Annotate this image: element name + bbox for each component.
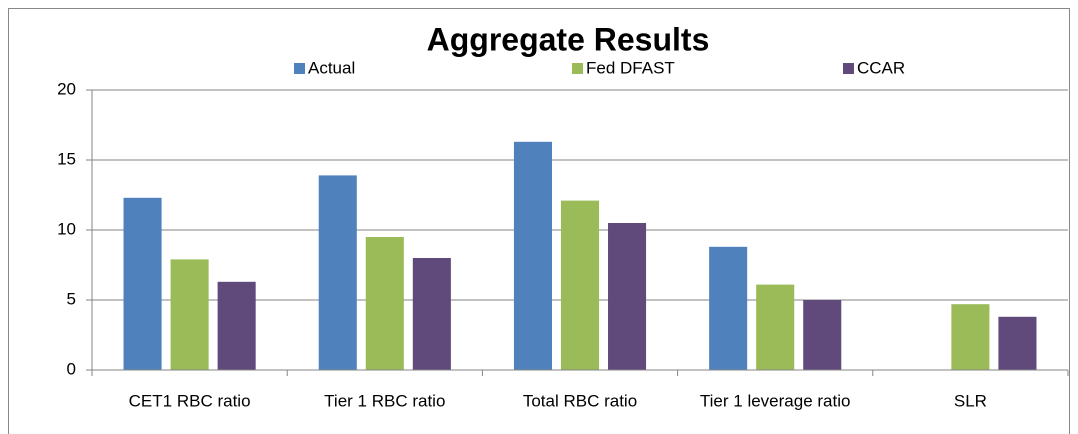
bar [951,304,990,370]
bar [803,300,842,370]
chart-title: Aggregate Results [427,21,710,57]
bar [709,246,748,370]
x-tick-label: CET1 RBC ratio [129,391,251,410]
bar [412,258,451,370]
bar [318,175,357,370]
x-tick-label: Tier 1 RBC ratio [324,391,445,410]
legend-label: Fed DFAST [586,58,675,77]
y-tick-label: 0 [67,359,76,378]
bar [123,197,162,370]
bar [217,281,256,370]
x-tick-label: Tier 1 leverage ratio [700,391,851,410]
y-tick-label: 10 [57,219,76,238]
bar [365,237,404,370]
bar [756,284,795,370]
x-tick-label: SLR [954,391,987,410]
y-tick-label: 20 [57,79,76,98]
y-tick-label: 15 [57,149,76,168]
legend-label: CCAR [857,58,905,77]
legend-swatch [572,63,583,74]
legend-label: Actual [308,58,355,77]
bar [170,259,209,370]
bar [560,200,600,370]
bar [513,141,552,370]
legend-swatch [843,63,854,74]
y-tick-label: 5 [67,289,76,308]
chart-border [8,8,1070,434]
bar [608,223,647,370]
bar [998,316,1037,370]
x-tick-label: Total RBC ratio [523,391,637,410]
legend-swatch [294,63,305,74]
